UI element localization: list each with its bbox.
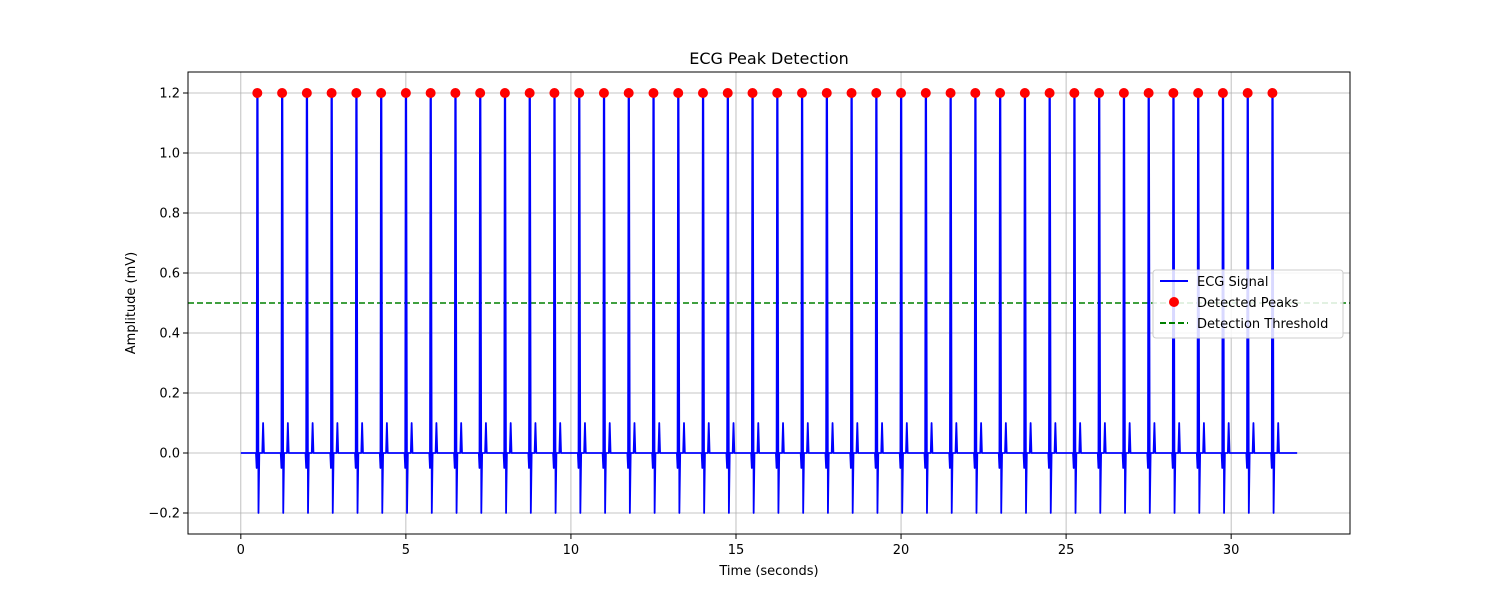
- x-tick-label: 0: [237, 543, 245, 558]
- detected-peak-point: [1094, 88, 1105, 98]
- detected-peak-point: [920, 88, 931, 98]
- detected-peak-point: [1193, 88, 1204, 98]
- detected-peak-point: [1044, 88, 1055, 98]
- y-tick-label: 0.8: [159, 207, 180, 222]
- y-tick-label: 0.0: [159, 447, 180, 462]
- x-axis-ticks: 0 5 10 15 20 25 30: [237, 534, 1240, 558]
- detected-peak-point: [747, 88, 758, 98]
- detected-peak-point: [1118, 88, 1129, 98]
- x-axis-label: Time (seconds): [718, 564, 818, 579]
- detected-peak-point: [673, 88, 684, 98]
- legend: ECG Signal Detected Peaks Detection Thre…: [1152, 269, 1344, 339]
- detected-peak-point: [623, 88, 634, 98]
- signal-layer: [240, 92, 1298, 514]
- detected-peak-point: [970, 88, 981, 98]
- legend-label-detection-threshold: Detection Threshold: [1197, 317, 1328, 332]
- legend-box: [1152, 269, 1344, 339]
- detected-peak-point: [648, 88, 659, 98]
- detected-peak-point: [524, 88, 535, 98]
- detected-peak-point: [450, 88, 461, 98]
- detected-peak-point: [821, 88, 832, 98]
- detected-peak-point: [326, 88, 337, 98]
- detected-peak-point: [1217, 88, 1228, 98]
- detected-peak-point: [1069, 88, 1080, 98]
- y-tick-label: 0.2: [159, 387, 180, 402]
- detected-peak-point: [301, 88, 312, 98]
- legend-label-detected-peaks: Detected Peaks: [1197, 296, 1299, 311]
- x-tick-label: 25: [1058, 543, 1075, 558]
- legend-label-ecg-signal: ECG Signal: [1197, 275, 1268, 290]
- y-axis-label: Amplitude (mV): [124, 252, 139, 354]
- x-tick-label: 30: [1223, 543, 1240, 558]
- detected-peak-point: [400, 88, 411, 98]
- detected-peak-point: [846, 88, 857, 98]
- ecg-signal-line: [240, 92, 1298, 514]
- detected-peak-point: [1168, 88, 1179, 98]
- x-tick-label: 5: [402, 543, 410, 558]
- x-tick-label: 20: [893, 543, 910, 558]
- plot-frame: [187, 71, 1351, 535]
- detected-peak-point: [277, 88, 288, 98]
- detected-peak-point: [871, 88, 882, 98]
- x-tick-label: 15: [728, 543, 745, 558]
- detected-peak-point: [252, 88, 263, 98]
- detected-peak-point: [722, 88, 733, 98]
- detected-peak-point: [475, 88, 486, 98]
- y-axis-ticks: −0.2 0.0 0.2 0.4 0.6 0.8 1.0 1.2: [148, 87, 188, 522]
- y-tick-label: 0.6: [159, 267, 180, 282]
- y-tick-label: 0.4: [159, 327, 180, 342]
- detected-peak-point: [351, 88, 362, 98]
- detected-peak-point: [1143, 88, 1154, 98]
- peaks-layer: [252, 88, 1278, 98]
- detected-peak-point: [772, 88, 783, 98]
- y-tick-label: −0.2: [148, 507, 180, 522]
- detected-peak-point: [598, 88, 609, 98]
- detected-peak-point: [945, 88, 956, 98]
- x-tick-label: 10: [563, 543, 580, 558]
- detected-peak-point: [376, 88, 387, 98]
- detected-peak-point: [1242, 88, 1253, 98]
- detected-peak-point: [549, 88, 560, 98]
- detected-peak-point: [1267, 88, 1278, 98]
- detected-peak-point: [1019, 88, 1030, 98]
- detected-peak-point: [697, 88, 708, 98]
- detected-peak-point: [995, 88, 1006, 98]
- legend-swatch-detected-peaks: [1169, 297, 1179, 307]
- chart-title: ECG Peak Detection: [689, 49, 849, 68]
- y-tick-label: 1.2: [159, 87, 180, 102]
- detected-peak-point: [499, 88, 510, 98]
- detected-peak-point: [797, 88, 808, 98]
- detected-peak-point: [425, 88, 436, 98]
- detected-peak-point: [896, 88, 907, 98]
- detected-peak-point: [574, 88, 585, 98]
- y-tick-label: 1.0: [159, 147, 180, 162]
